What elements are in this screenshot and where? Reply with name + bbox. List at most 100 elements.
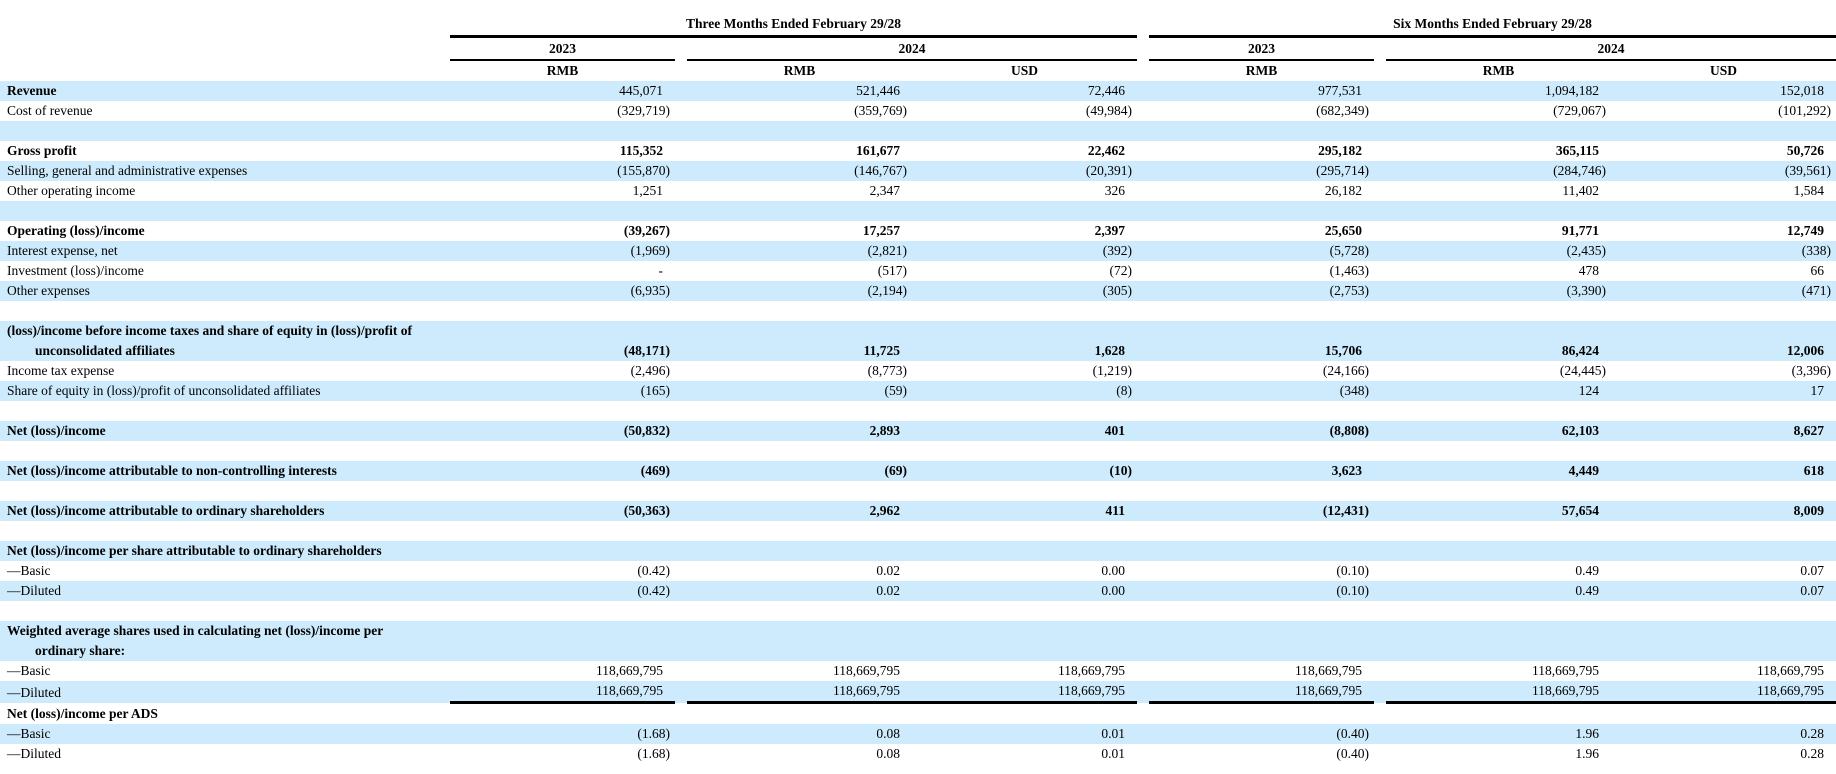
column-gap	[675, 60, 687, 81]
cell-value: (2,821)	[867, 243, 907, 258]
cell-value: (10)	[1109, 463, 1133, 478]
row-label: Other expenses	[7, 283, 90, 298]
header-spacer	[0, 37, 450, 61]
cell-value: 25,650	[1324, 223, 1363, 238]
row-label: Weighted average shares used in calculat…	[0, 621, 1836, 661]
cell-value: 295,182	[1318, 143, 1363, 158]
group-header-row: Three Months Ended February 29/28 Six Mo…	[0, 8, 1836, 38]
spacer-cell	[0, 601, 1836, 621]
row-label: Operating (loss)/income	[7, 223, 145, 238]
year-header-row: 2023 2024 2023 2024	[0, 36, 1836, 61]
row-label-line1: Weighted average shares used in calculat…	[7, 623, 384, 638]
cell-value: (8,773)	[867, 363, 907, 378]
cell-value: (12,431)	[1322, 503, 1370, 518]
cell-value: 2,397	[1094, 223, 1126, 238]
cell-value: 365,115	[1555, 143, 1600, 158]
spacer-row	[0, 441, 1836, 461]
row-label-line1: (loss)/income before income taxes and sh…	[7, 323, 412, 338]
cell-value: (50,832)	[623, 423, 670, 438]
cell-value: (24,445)	[1559, 363, 1607, 378]
column-gap	[675, 501, 687, 521]
spacer-row	[0, 121, 1836, 141]
cell-value: 115,352	[619, 143, 663, 158]
cell-value: (284,746)	[1553, 163, 1607, 178]
column-gap	[675, 421, 687, 441]
cell-value: 1,584	[1793, 183, 1825, 198]
row-label: Interest expense, net	[7, 243, 118, 258]
cell-value: (338)	[1801, 243, 1832, 258]
header-spacer	[0, 8, 450, 37]
table-row: Net (loss)/income attributable to ordina…	[0, 501, 1836, 521]
column-gap	[675, 744, 687, 764]
cell-value: 152,018	[1780, 83, 1825, 98]
row-label: Net (loss)/income attributable to non-co…	[7, 463, 337, 478]
cell-value: (1,463)	[1329, 263, 1370, 278]
column-gap	[1374, 37, 1386, 61]
column-gap	[675, 81, 687, 101]
table-row: Cost of revenue (329,719) (359,769) (49,984…	[0, 101, 1836, 121]
cell-value: (101,292)	[1778, 103, 1832, 118]
cell-value: 118,669,795	[1058, 663, 1126, 678]
column-gap	[1374, 361, 1386, 381]
cell-value: (0.42)	[637, 583, 670, 598]
row-label-line2: ordinary share:	[35, 643, 126, 658]
cell-value: 118,669,795	[596, 663, 663, 678]
column-gap	[675, 381, 687, 401]
cell-value: (682,349)	[1316, 103, 1370, 118]
cell-value: 118,669,795	[1295, 663, 1363, 678]
cell-value: (2,753)	[1329, 283, 1370, 298]
cell-value: (20,391)	[1085, 163, 1133, 178]
column-gap	[1374, 181, 1386, 201]
column-gap	[1137, 81, 1149, 101]
spacer-row	[0, 481, 1836, 501]
column-gap	[1374, 60, 1386, 81]
spacer-cell	[0, 401, 1836, 421]
cell-value: (359,769)	[854, 103, 907, 118]
row-label: —Basic	[7, 663, 51, 678]
cell-value: 0.02	[876, 583, 900, 598]
cell-value: (146,767)	[854, 163, 907, 178]
cell-value: 478	[1578, 263, 1600, 278]
cell-value: 72,446	[1087, 83, 1126, 98]
cell-value: (517)	[877, 263, 907, 278]
column-gap	[675, 581, 687, 601]
cell-value: (0.10)	[1336, 563, 1370, 578]
column-gap	[1374, 221, 1386, 241]
currency-header: USD	[1710, 63, 1738, 78]
spacer-row	[0, 401, 1836, 421]
column-gap	[675, 37, 687, 61]
cell-value: (471)	[1801, 283, 1832, 298]
spacer-cell	[0, 481, 1836, 501]
cell-value: 1,094,182	[1545, 83, 1600, 98]
header-spacer	[0, 60, 450, 81]
table-row: Operating (loss)/income (39,267) 17,257 2,3…	[0, 221, 1836, 241]
cell-value: (295,714)	[1316, 163, 1370, 178]
cell-value: (2,435)	[1566, 243, 1607, 258]
column-gap	[1137, 581, 1149, 601]
cell-value: 50,726	[1786, 143, 1825, 158]
cell-value: (8,808)	[1329, 423, 1370, 438]
cell-value: (729,067)	[1553, 103, 1607, 118]
column-gap	[1137, 161, 1149, 181]
column-gap	[1374, 381, 1386, 401]
column-gap	[1374, 241, 1386, 261]
year-header-2023-six-months: 2023	[1149, 36, 1375, 61]
column-gap	[1374, 661, 1386, 681]
column-gap	[675, 281, 687, 301]
cell-value: 977,531	[1318, 83, 1363, 98]
cell-value: 0.01	[1101, 726, 1126, 741]
column-gap	[1137, 101, 1149, 121]
row-label: Income tax expense	[7, 363, 115, 378]
cell-value: 118,669,795	[912, 681, 1138, 704]
table-row: Net (loss)/income per share attributable…	[0, 541, 1836, 561]
column-gap	[1137, 501, 1149, 521]
cell-value: 1.96	[1575, 726, 1600, 741]
table-row: Investment (loss)/income - (517) (72) (1,463…	[0, 261, 1836, 281]
column-gap	[675, 321, 687, 361]
spacer-cell	[0, 521, 1836, 541]
spacer-row	[0, 301, 1836, 321]
column-gap	[1374, 501, 1386, 521]
table-row: Share of equity in (loss)/profit of unco…	[0, 381, 1836, 401]
table-row: —Diluted (0.42) 0.02 0.00 (0.10) 0.49 0.07	[0, 581, 1836, 601]
cell-value: (0.10)	[1336, 583, 1370, 598]
